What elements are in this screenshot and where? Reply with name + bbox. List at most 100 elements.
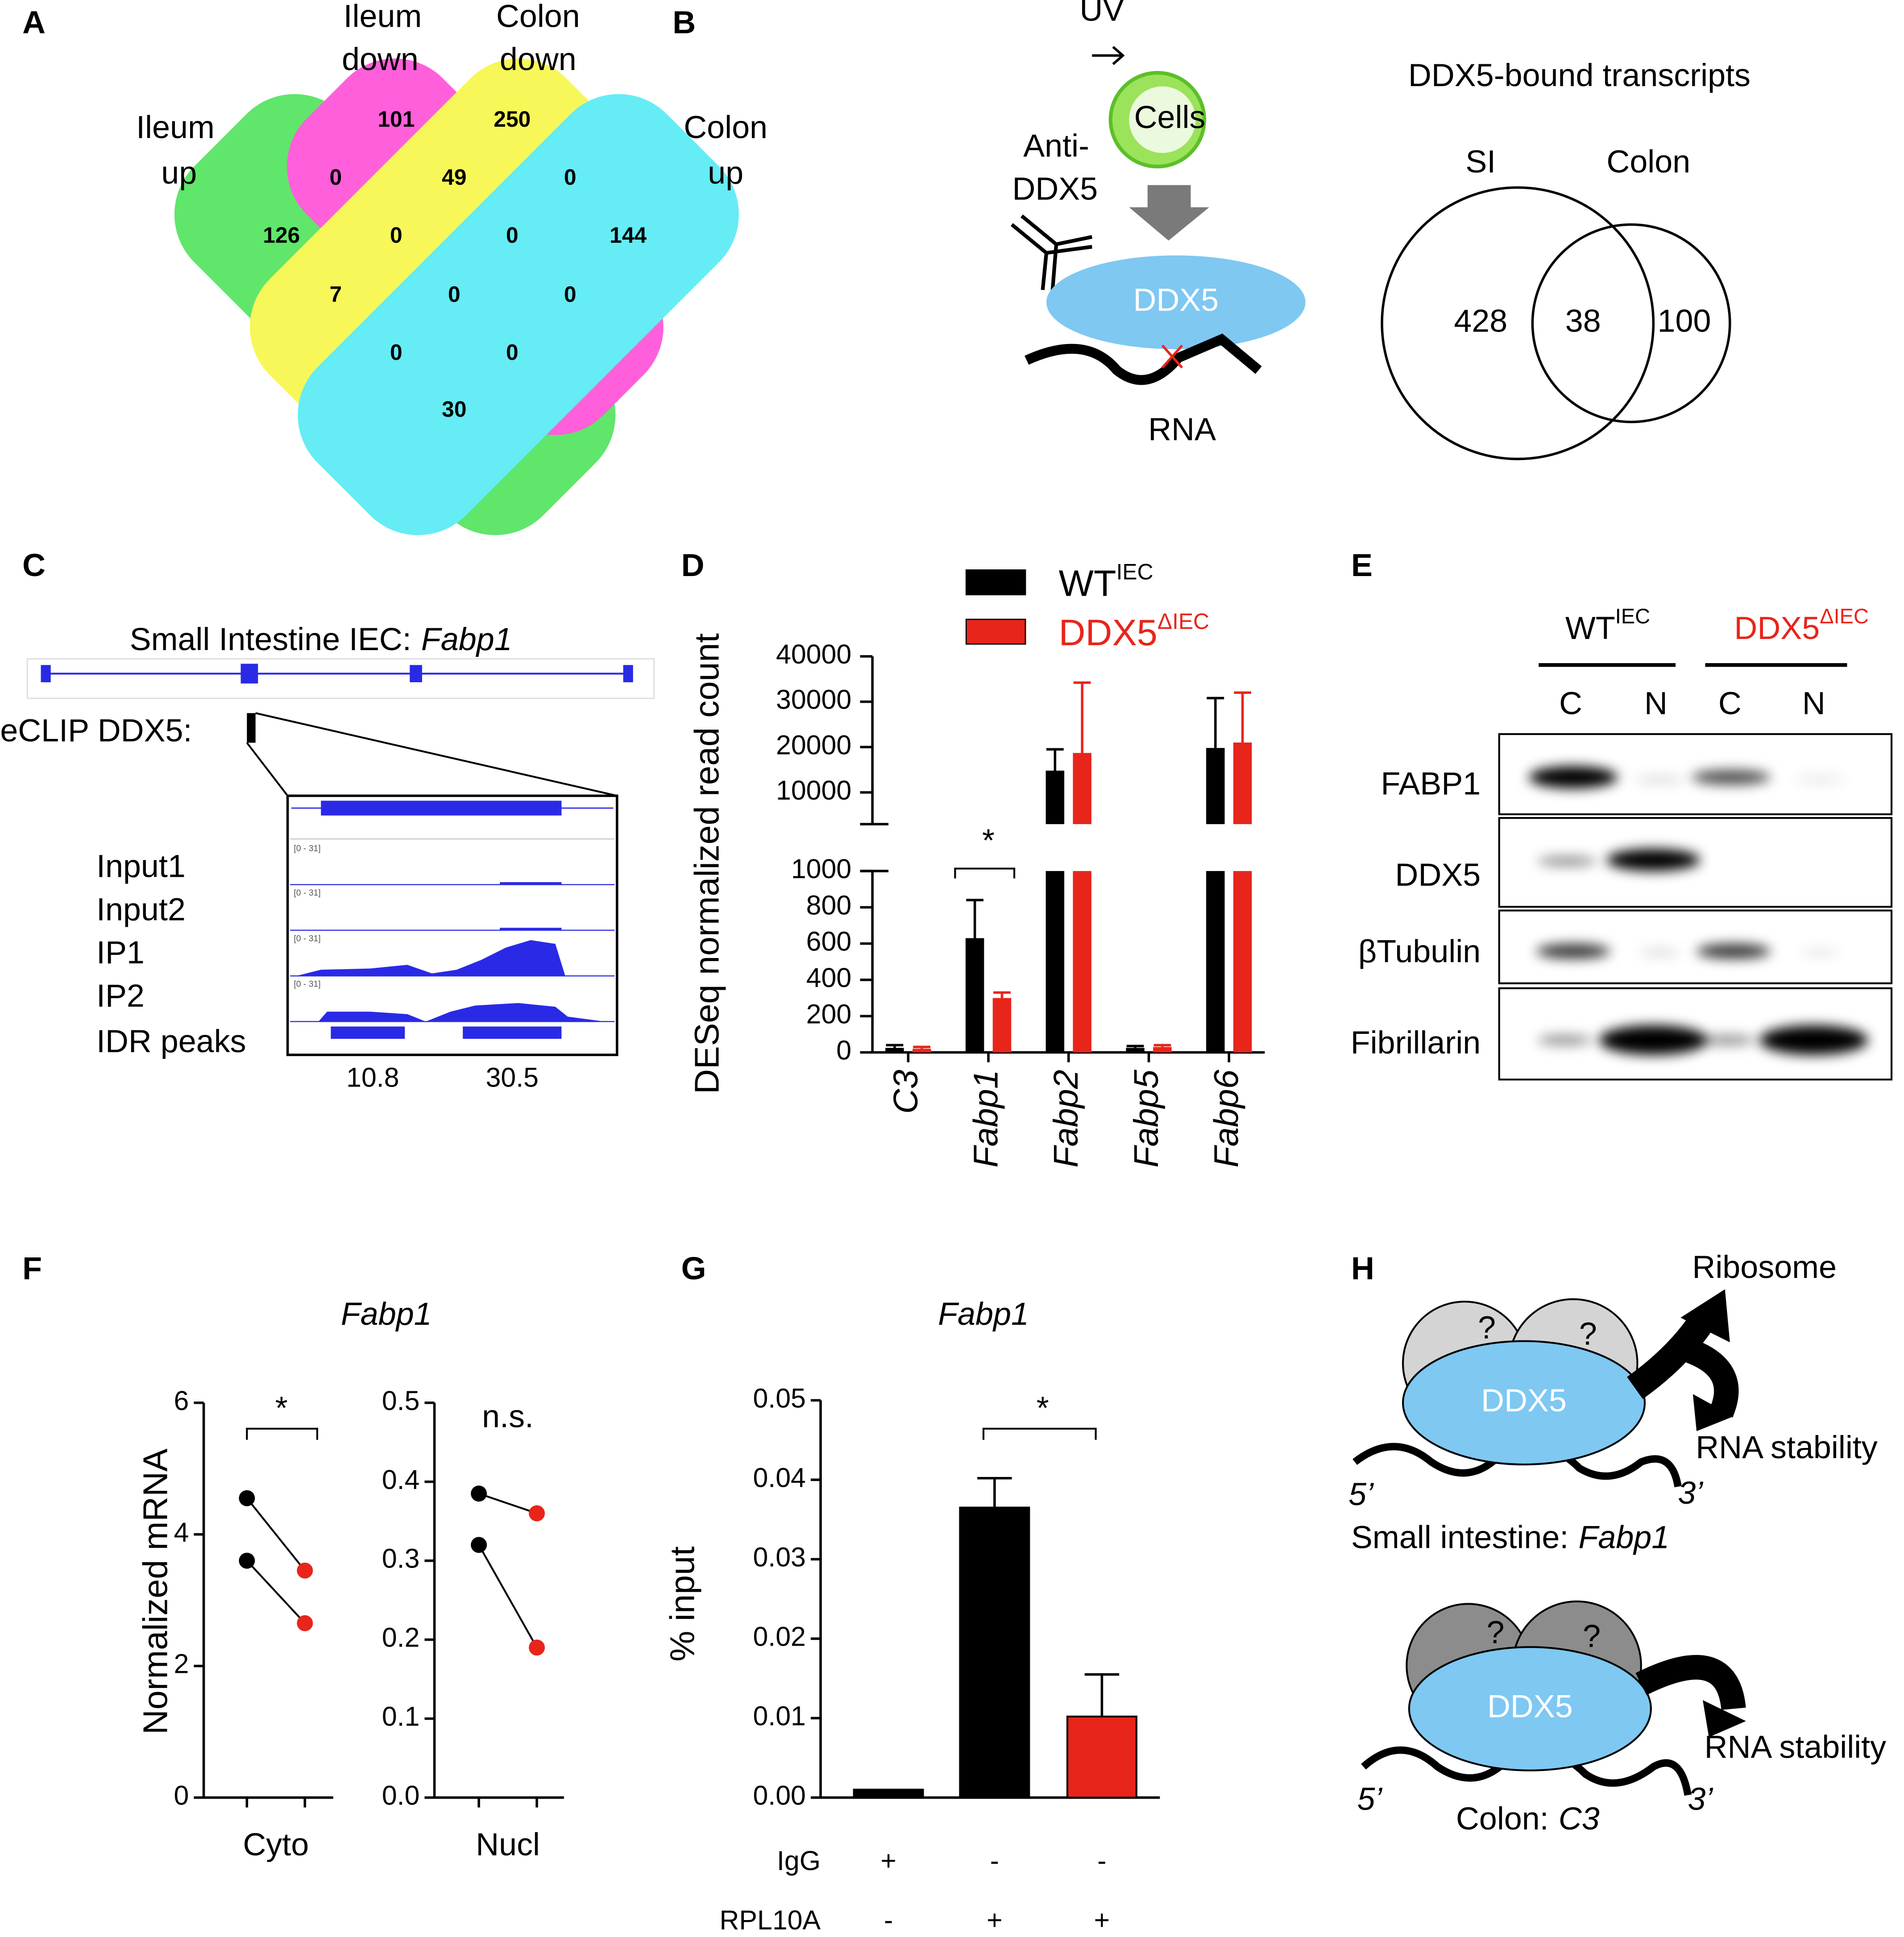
legend-label: WTIEC (1059, 560, 1153, 604)
venn-count: 0 (506, 223, 519, 248)
band (1529, 766, 1618, 788)
condition-mark: - (1097, 1846, 1106, 1876)
track-label: IP1 (96, 935, 145, 971)
error-bar (966, 899, 984, 938)
y-tick-label: 0.04 (753, 1462, 805, 1493)
zoom-lines (246, 712, 618, 797)
venn-title: DDX5-bound transcripts (1408, 58, 1751, 93)
band (1697, 944, 1771, 959)
track-label: IP2 (96, 978, 145, 1014)
y-tick-label: 0 (174, 1780, 189, 1811)
arrow (1686, 1339, 1739, 1418)
legend-swatch (965, 618, 1026, 645)
bar (1233, 742, 1252, 824)
point (297, 1562, 313, 1579)
y-tick-label: 6 (174, 1385, 189, 1416)
bar (853, 1788, 924, 1799)
venn-count: 0 (506, 340, 519, 365)
gene-label: Small Intestine IEC: (130, 622, 411, 657)
legend-swatch (965, 569, 1026, 596)
band (1800, 949, 1840, 956)
antibody-label: Anti- (1023, 128, 1089, 164)
point (529, 1505, 545, 1522)
panel-label: A (22, 4, 46, 40)
x-tick-label: Fabp2 (1047, 1070, 1085, 1167)
point (297, 1615, 313, 1631)
set-label: down (342, 41, 419, 77)
chart-title: Fabp1 (341, 1296, 432, 1332)
venn-count: 0 (564, 282, 577, 307)
unknown-label: ? (1486, 1615, 1504, 1651)
error-bar (1073, 681, 1091, 753)
y-axis-label: Normalized mRNA (137, 1448, 175, 1734)
pair-line (246, 1497, 306, 1572)
bar (1066, 1715, 1137, 1799)
y-tick-label: 0.00 (753, 1780, 805, 1811)
point (239, 1490, 255, 1506)
y-tick-label: 1000 (791, 854, 851, 884)
condition-mark: + (987, 1905, 1003, 1935)
five-prime: 5’ (1357, 1781, 1382, 1817)
x-tick-label: Fabp6 (1207, 1069, 1246, 1167)
arrowhead (1692, 1394, 1734, 1431)
band (1599, 1025, 1708, 1055)
y-tick-label: 0.02 (753, 1621, 805, 1651)
panel-label: B (672, 4, 696, 40)
panel-label: G (681, 1251, 706, 1286)
bar (1153, 1047, 1172, 1053)
blot (1498, 733, 1893, 1081)
error-bar (886, 1044, 904, 1048)
cell-inner (1129, 86, 1196, 153)
gene-name: Fabp1 (421, 622, 512, 657)
significance: * (1037, 1390, 1049, 1426)
clip-peak (247, 713, 256, 743)
venn-counts: 101 250 0 49 0 126 0 0 144 7 0 0 0 0 30 (263, 107, 647, 422)
y-tick-label: 0.2 (382, 1622, 420, 1653)
arrow (1635, 1655, 1746, 1710)
y-tick-label: 0.0 (382, 1780, 420, 1811)
stability-label: RNA stability (1705, 1730, 1886, 1765)
bar (1045, 771, 1065, 824)
protein (1402, 1340, 1646, 1466)
significance: n.s. (482, 1399, 534, 1435)
protein-label: FABP1 (1381, 766, 1481, 801)
band (1634, 776, 1684, 784)
five-prime: 5’ (1348, 1477, 1374, 1512)
track-label: IDR peaks (96, 1024, 246, 1059)
three-prime: 3’ (1688, 1781, 1713, 1817)
group-name: DDX5 (1734, 610, 1820, 646)
condition-mark: - (884, 1905, 893, 1935)
set-label: Colon (684, 109, 767, 145)
ip2-coverage (318, 1003, 605, 1022)
y-tick-label: 600 (806, 926, 851, 957)
group-sup: ΔIEC (1820, 605, 1869, 628)
error-bar (977, 1477, 1012, 1508)
tissue-label: Small intestine: Fabp1 (1351, 1520, 1669, 1555)
band (1537, 1035, 1592, 1045)
band (1639, 949, 1680, 956)
bands (1529, 766, 1868, 1055)
gene: Fabp1 (1578, 1520, 1669, 1555)
group-name: WT (1565, 610, 1615, 646)
protein-label: DDX5 (1395, 857, 1481, 893)
bar (1045, 871, 1065, 1053)
y-tick-label: 2 (174, 1649, 189, 1679)
unknown-label: ? (1583, 1618, 1601, 1654)
uv-label: UV (1080, 0, 1124, 28)
tissue: Small intestine: (1351, 1520, 1568, 1555)
bar (1206, 871, 1225, 1053)
venn-four (174, 58, 739, 535)
y-tick-label: 0.4 (382, 1464, 420, 1495)
significance: * (982, 822, 995, 858)
bar (1073, 753, 1091, 824)
venn-count: 126 (263, 223, 300, 248)
x-tick-label: Fabp1 (967, 1070, 1005, 1167)
venn-circle (1381, 186, 1655, 460)
exon (321, 801, 562, 816)
rna-strand (1025, 333, 1262, 385)
rna-label: RNA (1148, 412, 1216, 448)
y-tick-label: 0.05 (753, 1383, 805, 1413)
group-label: Nucl (476, 1827, 540, 1862)
arrowhead (1702, 1700, 1746, 1738)
uv-arrow (1092, 46, 1125, 65)
